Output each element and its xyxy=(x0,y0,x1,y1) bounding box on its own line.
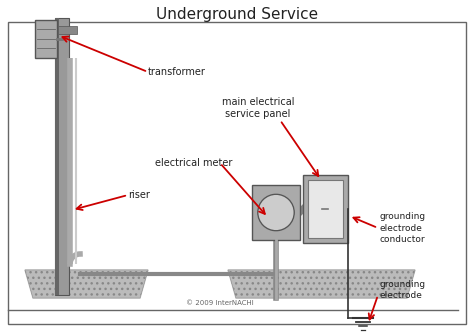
Polygon shape xyxy=(228,270,415,298)
Circle shape xyxy=(258,194,294,231)
Bar xyxy=(303,175,348,243)
Text: transformer: transformer xyxy=(148,67,206,77)
Bar xyxy=(252,185,300,240)
Bar xyxy=(47,26,77,34)
Bar xyxy=(55,18,69,295)
Text: grounding
electrode: grounding electrode xyxy=(380,280,426,300)
Text: riser: riser xyxy=(128,190,150,200)
Bar xyxy=(55,18,59,295)
Bar xyxy=(35,20,57,58)
Text: electrical meter: electrical meter xyxy=(155,158,232,168)
Text: Underground Service: Underground Service xyxy=(156,7,318,22)
Bar xyxy=(308,180,343,238)
Text: main electrical
service panel: main electrical service panel xyxy=(222,97,294,119)
Polygon shape xyxy=(25,270,148,298)
Text: grounding
electrode
conductor: grounding electrode conductor xyxy=(380,212,426,244)
Text: © 2009 InterNACHI: © 2009 InterNACHI xyxy=(186,300,254,306)
